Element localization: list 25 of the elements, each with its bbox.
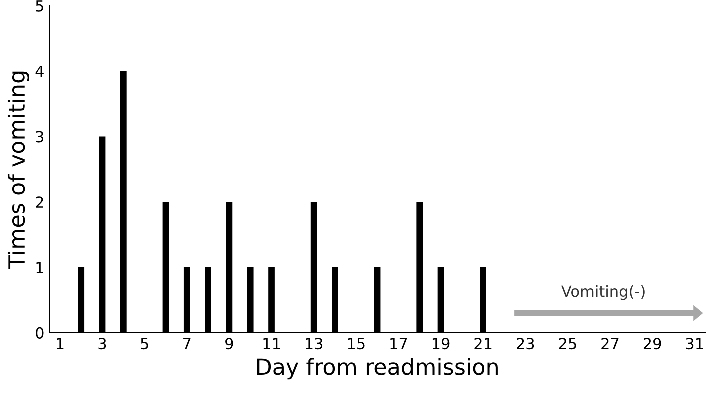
x-tick-label: 23: [517, 338, 534, 350]
y-tick-label: 4: [36, 66, 44, 78]
x-tick-label: 9: [226, 338, 234, 350]
x-tick-label: 31: [686, 338, 704, 350]
x-tick-label: 7: [184, 338, 191, 350]
annotation: Vomiting(-): [562, 285, 645, 300]
y-tick-label: 1: [36, 262, 44, 274]
x-tick-label: 27: [602, 338, 619, 350]
y-tick-label: 2: [36, 196, 44, 208]
y-axis-title: Times of vomiting: [8, 72, 30, 270]
x-tick-label: 17: [390, 338, 408, 350]
y-tick-label: 3: [36, 131, 44, 143]
x-tick-label: 19: [432, 338, 450, 350]
x-tick-label: 5: [141, 338, 148, 350]
x-tick-label: 1: [57, 338, 64, 350]
x-tick-label: 3: [98, 338, 106, 350]
y-tick-label: 5: [36, 0, 44, 12]
x-tick-label: 25: [559, 338, 576, 350]
y-tick-label: 0: [36, 327, 44, 339]
x-tick-label: 11: [264, 338, 280, 350]
x-tick-label: 29: [644, 338, 662, 350]
x-tick-label: 15: [348, 338, 365, 350]
x-tick-label: 13: [306, 338, 323, 350]
x-axis-title: Day from readmission: [257, 358, 498, 380]
x-tick-label: 21: [474, 338, 492, 350]
